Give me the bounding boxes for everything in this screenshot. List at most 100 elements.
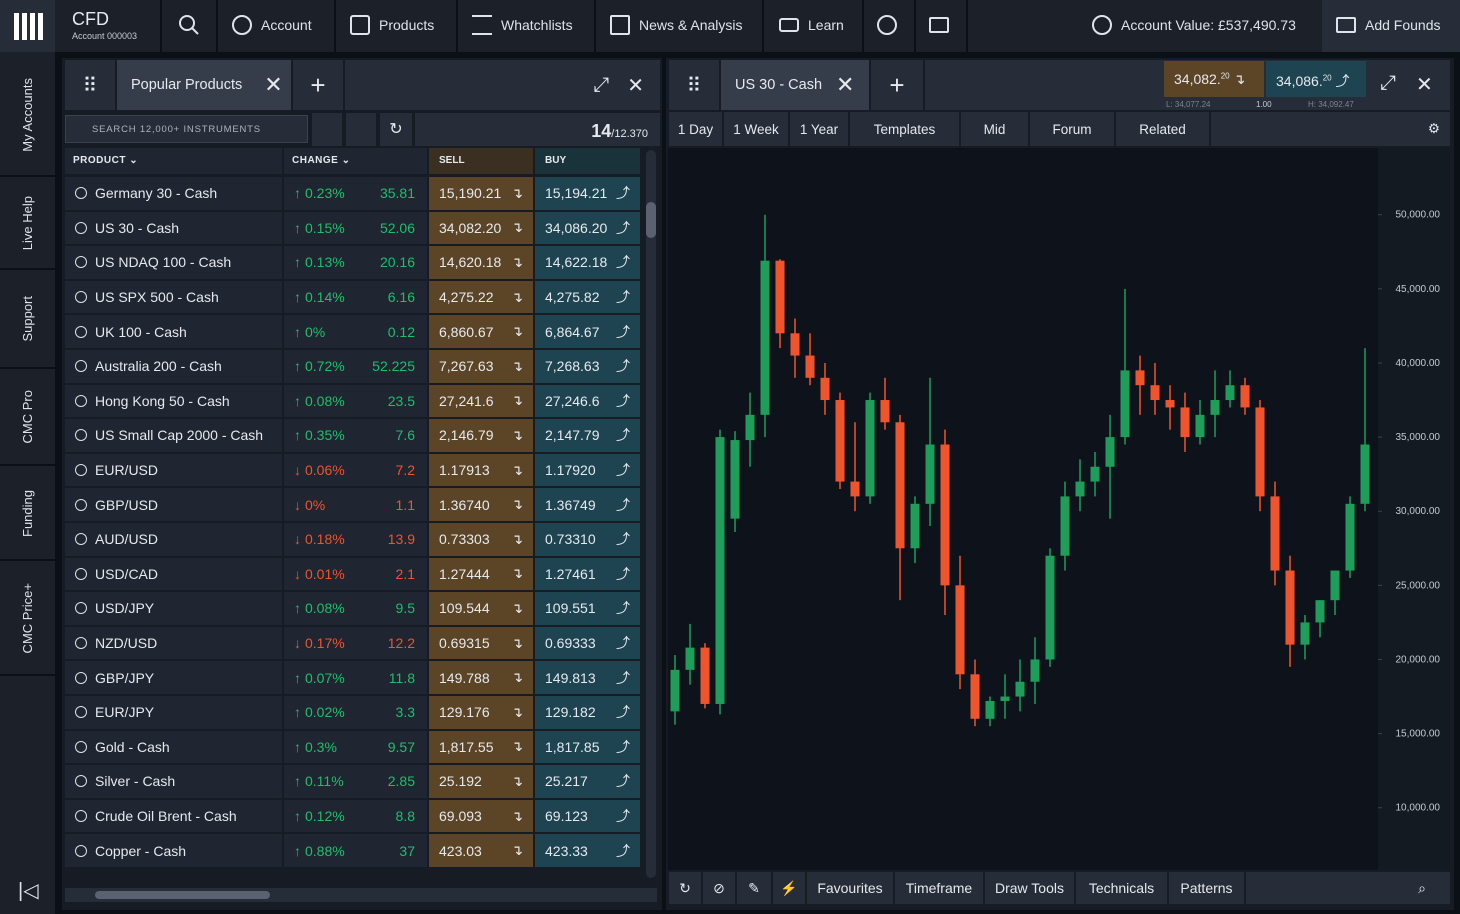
refresh-button[interactable]: ↻ <box>380 113 412 146</box>
buy-cell[interactable]: 1.17920 ⤴ <box>535 453 640 487</box>
watchlist-row[interactable]: USD/JPY ↑ 0.08% 9.5 109.544 ↴ 109.551 ⤴ <box>65 592 640 625</box>
buy-cell[interactable]: 1.27461 ⤴ <box>535 557 640 591</box>
buy-cell[interactable]: 34,086.20 ⤴ <box>535 211 640 245</box>
sell-cell[interactable]: 14,620.18 ↴ <box>429 246 533 279</box>
grid-button[interactable]: ⠿ <box>65 60 115 110</box>
watchlist-row[interactable]: US Small Cap 2000 - Cash ↑ 0.35% 7.6 2,146.7… <box>65 419 640 452</box>
sell-cell[interactable]: 0.69315 ↴ <box>429 626 533 660</box>
sell-cell[interactable]: 1.17913 ↴ <box>429 453 533 487</box>
buy-cell[interactable]: 2,147.79 ⤴ <box>535 419 640 452</box>
bottom-toolbar-button[interactable]: Technicals <box>1076 872 1167 904</box>
account-value[interactable]: Account Value: £537,490.73 <box>1092 0 1296 50</box>
side-tab[interactable]: CMC Pro <box>0 370 55 466</box>
bottom-toolbar-button[interactable]: Favourites <box>807 872 893 904</box>
filter-button[interactable] <box>312 113 342 146</box>
sell-cell[interactable]: 34,082.20 ↴ <box>429 211 533 245</box>
watchlist-row[interactable]: NZD/USD ↓ 0.17% 12.2 0.69315 ↴ 0.69333 ⤴ <box>65 626 640 660</box>
watchlist-row[interactable]: US 30 - Cash ↑ 0.15% 52.06 34,082.20 ↴ 34,086.… <box>65 211 640 245</box>
sell-cell[interactable]: 27,241.6 ↴ <box>429 384 533 418</box>
close-panel[interactable]: ✕ <box>1416 74 1433 96</box>
watchlist-row[interactable]: EUR/JPY ↑ 0.02% 3.3 129.176 ↴ 129.182 ⤴ <box>65 696 640 729</box>
draw-button[interactable]: ✎ <box>737 872 771 904</box>
watchlist-tab[interactable]: Popular Products ✕ <box>117 60 291 110</box>
display-button[interactable] <box>929 0 949 50</box>
toolbar-button[interactable]: 1 Day <box>669 112 722 146</box>
collapse-button[interactable]: |◁ <box>18 880 39 902</box>
side-tab[interactable]: CMC Price+ <box>0 562 55 676</box>
buy-cell[interactable]: 423.33 ⤴ <box>535 834 640 867</box>
sell-cell[interactable]: 4,275.22 ↴ <box>429 280 533 314</box>
nav-products[interactable]: Products <box>350 0 434 50</box>
sell-cell[interactable]: 6,860.67 ↴ <box>429 315 533 348</box>
toolbar-button[interactable]: Mid <box>961 112 1028 146</box>
toolbar-button[interactable]: Templates <box>850 112 959 146</box>
bottom-toolbar-button[interactable]: Draw Tools <box>985 872 1074 904</box>
close-tab[interactable]: ✕ <box>836 72 855 97</box>
watchlist-row[interactable]: US NDAQ 100 - Cash ↑ 0.13% 20.16 14,620.18 ↴ 1… <box>65 246 640 279</box>
watchlist-row[interactable]: USD/CAD ↓ 0.01% 2.1 1.27444 ↴ 1.27461 ⤴ <box>65 557 640 591</box>
indicator-button[interactable]: ⚡ <box>773 872 805 904</box>
toolbar-button[interactable]: Forum <box>1030 112 1114 146</box>
sell-cell[interactable]: 109.544 ↴ <box>429 592 533 625</box>
sell-price[interactable]: 34,082.20 ↴ <box>1164 61 1264 97</box>
sell-cell[interactable]: 2,146.79 ↴ <box>429 419 533 452</box>
toolbar-button[interactable]: Related <box>1116 112 1209 146</box>
sell-cell[interactable]: 1.36740 ↴ <box>429 488 533 521</box>
toolbar-button[interactable]: 1 Week <box>724 112 788 146</box>
clear-chart[interactable]: ⊘ <box>703 872 735 904</box>
watchlist-row[interactable]: Hong Kong 50 - Cash ↑ 0.08% 23.5 27,241.6 ↴ 27… <box>65 384 640 418</box>
buy-cell[interactable]: 14,622.18 ⤴ <box>535 246 640 279</box>
add-funds-button[interactable]: Add Founds <box>1336 0 1441 50</box>
close-tab[interactable]: ✕ <box>264 72 283 97</box>
buy-cell[interactable]: 0.69333 ⤴ <box>535 626 640 660</box>
grid-button[interactable]: ⠿ <box>669 60 719 110</box>
nav-account[interactable]: Account <box>232 0 312 50</box>
watchlist-row[interactable]: EUR/USD ↓ 0.06% 7.2 1.17913 ↴ 1.17920 ⤴ <box>65 453 640 487</box>
buy-cell[interactable]: 25.217 ⤴ <box>535 765 640 798</box>
watchlist-row[interactable]: Silver - Cash ↑ 0.11% 2.85 25.192 ↴ 25.217 ⤴ <box>65 765 640 798</box>
side-tab[interactable]: My Accounts <box>0 55 55 177</box>
watchlist-row[interactable]: UK 100 - Cash ↑ 0% 0.12 6,860.67 ↴ 6,864.67 ⤴ <box>65 315 640 348</box>
buy-cell[interactable]: 1.36749 ⤴ <box>535 488 640 521</box>
col-header[interactable]: CHANGE ⌄ <box>284 148 427 174</box>
side-tab[interactable]: Support <box>0 271 55 369</box>
buy-cell[interactable]: 129.182 ⤴ <box>535 696 640 729</box>
watchlist-row[interactable]: Crude Oil Brent - Cash ↑ 0.12% 8.8 69.093 ↴ 69… <box>65 799 640 833</box>
sell-cell[interactable]: 15,190.21 ↴ <box>429 177 533 210</box>
toolbar-button[interactable]: 1 Year <box>790 112 848 146</box>
refresh-chart[interactable]: ↻ <box>669 872 701 904</box>
nav-news[interactable]: News & Analysis <box>610 0 742 50</box>
buy-cell[interactable]: 109.551 ⤴ <box>535 592 640 625</box>
close-panel[interactable]: ✕ <box>627 74 644 97</box>
logo[interactable] <box>0 0 55 52</box>
buy-cell[interactable]: 6,864.67 ⤴ <box>535 315 640 348</box>
buy-cell[interactable]: 149.813 ⤴ <box>535 661 640 694</box>
chart-tab[interactable]: US 30 - Cash ✕ <box>721 60 869 110</box>
buy-cell[interactable]: 1,817.85 ⤴ <box>535 730 640 764</box>
watchlist-row[interactable]: GBP/JPY ↑ 0.07% 11.8 149.788 ↴ 149.813 ⤴ <box>65 661 640 694</box>
nav-watchlists[interactable]: Whatchlists <box>472 0 573 50</box>
watchlist-row[interactable]: Germany 30 - Cash ↑ 0.23% 35.81 15,190.21 ↴ 15… <box>65 177 640 210</box>
side-tab[interactable]: Live Help <box>0 178 55 270</box>
bottom-toolbar-button[interactable]: Patterns <box>1169 872 1244 904</box>
buy-cell[interactable]: 27,246.6 ⤴ <box>535 384 640 418</box>
expand-button[interactable]: ⤢ <box>593 73 610 96</box>
watchlist-row[interactable]: Gold - Cash ↑ 0.3% 9.57 1,817.55 ↴ 1,817.85 ⤴ <box>65 730 640 764</box>
nav-learn[interactable]: Learn <box>779 0 844 50</box>
watchlist-row[interactable]: GBP/USD ↓ 0% 1.1 1.36740 ↴ 1.36749 ⤴ <box>65 488 640 521</box>
sell-cell[interactable]: 25.192 ↴ <box>429 765 533 798</box>
expand-button[interactable]: ⤢ <box>1380 72 1396 94</box>
col-header[interactable]: PRODUCT ⌄ <box>65 148 282 174</box>
watchlist-row[interactable]: US SPX 500 - Cash ↑ 0.14% 6.16 4,275.22 ↴ 4,27… <box>65 280 640 314</box>
zoom-button[interactable]: ⌕ <box>1246 872 1450 904</box>
side-tab[interactable]: Funding <box>0 467 55 561</box>
h-scrollbar[interactable] <box>65 888 657 902</box>
sell-cell[interactable]: 1,817.55 ↴ <box>429 730 533 764</box>
watchlist-row[interactable]: Copper - Cash ↑ 0.88% 37 423.03 ↴ 423.33 ⤴ <box>65 834 640 867</box>
watchlist-row[interactable]: AUD/USD ↓ 0.18% 13.9 0.73303 ↴ 0.73310 ⤴ <box>65 523 640 556</box>
bottom-toolbar-button[interactable]: Timeframe <box>895 872 983 904</box>
sell-cell[interactable]: 0.73303 ↴ <box>429 523 533 556</box>
search-button[interactable] <box>178 0 200 50</box>
buy-price[interactable]: 34,086.20 ⤴ <box>1266 61 1366 97</box>
buy-cell[interactable]: 7,268.63 ⤴ <box>535 350 640 383</box>
